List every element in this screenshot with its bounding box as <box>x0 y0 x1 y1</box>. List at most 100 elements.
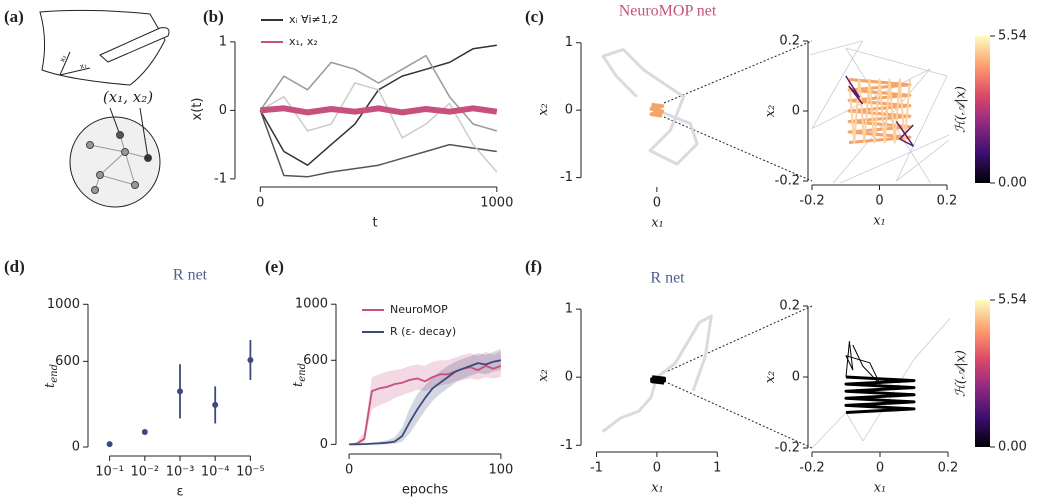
trajectory <box>810 40 949 183</box>
panel-label: (d) <box>4 257 25 276</box>
x-axis-label: x₁ <box>651 216 664 231</box>
network-nodes <box>86 131 152 194</box>
colorbar-label: ℋ(𝒜|x) <box>954 350 969 397</box>
zoom-lines <box>663 40 813 449</box>
legend-label: R (ε- decay) <box>390 325 456 338</box>
arrow-label: x₁ <box>79 61 88 71</box>
panel: 5.54 0.00 ℋ(𝒜|x) <box>954 29 1027 191</box>
plot-area <box>259 44 498 178</box>
x-tick-label: 10⁻¹ <box>95 465 124 480</box>
y-tick-label: 1 <box>565 35 573 50</box>
y-axis-label-main: x₂ <box>536 369 551 382</box>
trajectory <box>601 314 713 433</box>
trajectory <box>848 78 911 144</box>
y-axis-label: x₂ <box>763 105 778 118</box>
trajectory <box>811 317 950 449</box>
panel: 0 600 1000 10⁻¹ 10⁻² 10⁻³ 10⁻⁴ 10⁻⁵ ε tend R net <box>43 267 265 500</box>
panel-label: (b) <box>203 7 224 26</box>
line <box>349 365 502 446</box>
y-tick-label: 0 <box>320 437 328 452</box>
chart-title: NeuroMOP net <box>619 3 717 20</box>
y-axis-label: x₂ <box>536 103 551 116</box>
colorbar-label: ℋ(𝒜|x) <box>954 86 969 133</box>
trajectory <box>601 48 699 166</box>
panel-label: (c) <box>525 7 544 26</box>
x-tick-label: 0 <box>345 463 353 478</box>
trajectory <box>844 375 916 414</box>
network-circle <box>69 116 161 208</box>
y-tick-label: 0 <box>72 440 80 455</box>
x-tick-label: 1000 <box>480 196 513 211</box>
y-axis-label-main: t <box>43 382 58 388</box>
y-axis-label: x₂ <box>536 369 551 382</box>
pointer <box>109 107 121 136</box>
x-tick-label: 1 <box>713 461 721 476</box>
y-tick-label: -1 <box>214 171 227 186</box>
x-tick-label: -0.2 <box>799 194 824 209</box>
point <box>177 388 183 395</box>
y-tick-label: 1000 <box>47 297 80 312</box>
plot-area <box>601 314 713 433</box>
band <box>349 351 501 445</box>
x-tick-label: 10⁻² <box>130 465 159 480</box>
diagram <box>39 9 170 208</box>
panel: 0 600 1000 0 100 epochs tend NeuroMOP R (ε- deca… <box>291 297 514 498</box>
y-axis-label-sub: end <box>49 364 60 383</box>
line <box>260 105 498 116</box>
x-tick-label: 10⁻⁴ <box>201 465 230 480</box>
x-tick-label: 100 <box>488 463 513 478</box>
y-tick-label: 1000 <box>295 297 328 312</box>
legend-label: xᵢ ∀i≠1,2 <box>289 13 338 26</box>
x-tick-label: 0 <box>653 196 661 211</box>
y-tick-label: -1 <box>560 438 573 453</box>
plot-area <box>810 40 949 183</box>
line <box>259 44 497 166</box>
y-axis-label-main: x₂ <box>536 103 551 116</box>
y-tick-label: 0 <box>219 103 227 118</box>
x-axis-label: x₁ <box>874 481 887 496</box>
x-tick-label: 10⁻³ <box>166 465 195 480</box>
chart-title: R net <box>650 270 685 287</box>
arrow-label: x₂ <box>58 54 68 63</box>
y-axis-label: tend <box>291 363 308 387</box>
legend-label: NeuroMOP <box>390 303 448 316</box>
x-tick-label: -0.2 <box>799 461 824 476</box>
point <box>141 429 148 436</box>
colorbar <box>975 300 990 447</box>
chart-title: R net <box>173 267 208 284</box>
panel: -1 0 1 0 x₁ x₂ NeuroMOP net <box>536 3 717 231</box>
y-tick-label: 1 <box>565 302 573 317</box>
legend-label: x₁, x₂ <box>289 35 318 48</box>
colorbar <box>975 36 990 183</box>
axes-arrows <box>59 51 91 76</box>
x-axis-label: epochs <box>402 483 449 498</box>
trajectory <box>650 375 667 385</box>
y-axis-label-sub: end <box>297 363 308 382</box>
y-axis-label: x(t) <box>190 98 205 121</box>
y-tick-label: -0.2 <box>775 441 800 456</box>
plot-area <box>601 48 699 166</box>
y-tick-label: 0.2 <box>779 34 800 49</box>
line <box>259 110 497 178</box>
y-tick-label: 600 <box>55 354 80 369</box>
x-tick-label: 0.2 <box>938 461 959 476</box>
y-tick-label: 0 <box>792 370 800 385</box>
y-axis-label-main: x₂ <box>763 105 778 118</box>
y-axis-label: x₂ <box>763 371 778 384</box>
panel: -1 0 1 -1 0 1 x₁ x₂ R net <box>536 270 722 496</box>
colorbar-tick-label: 5.54 <box>998 293 1027 308</box>
y-axis-label-main: x(t) <box>190 98 205 121</box>
x-axis-label: x₁ <box>651 481 664 496</box>
point <box>106 441 113 448</box>
x-axis-label: t <box>372 216 377 231</box>
trajectory <box>895 121 915 147</box>
point <box>212 401 219 408</box>
plot-area <box>349 349 502 446</box>
x-axis-label: x₁ <box>873 214 886 229</box>
x-tick-label: 10⁻⁵ <box>236 465 265 480</box>
pointer <box>139 107 149 159</box>
x-tick-label: -1 <box>590 461 603 476</box>
panel: -0.2 0 0.2 -0.2 0 0.2 x₁ x₂ <box>763 34 958 229</box>
